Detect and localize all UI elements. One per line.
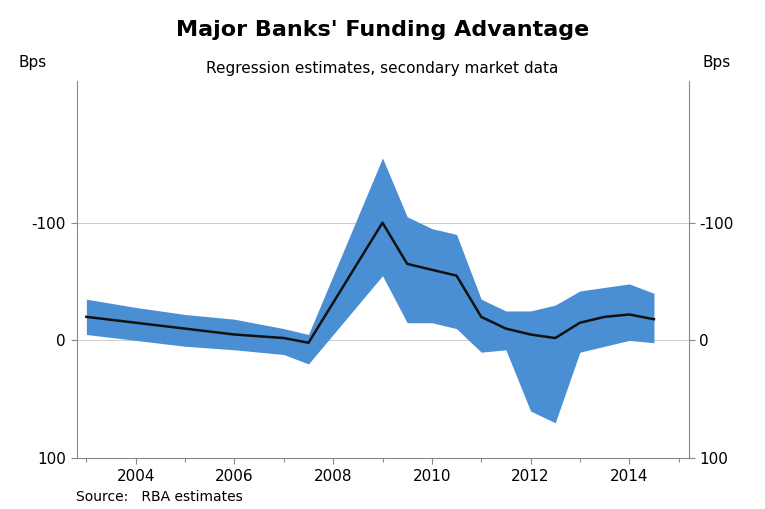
Text: Regression estimates, secondary market data: Regression estimates, secondary market d… <box>207 61 558 76</box>
Text: Bps: Bps <box>702 55 731 70</box>
Text: Source:   RBA estimates: Source: RBA estimates <box>76 490 243 504</box>
Text: Major Banks' Funding Advantage: Major Banks' Funding Advantage <box>176 20 589 40</box>
Text: Bps: Bps <box>18 55 47 70</box>
